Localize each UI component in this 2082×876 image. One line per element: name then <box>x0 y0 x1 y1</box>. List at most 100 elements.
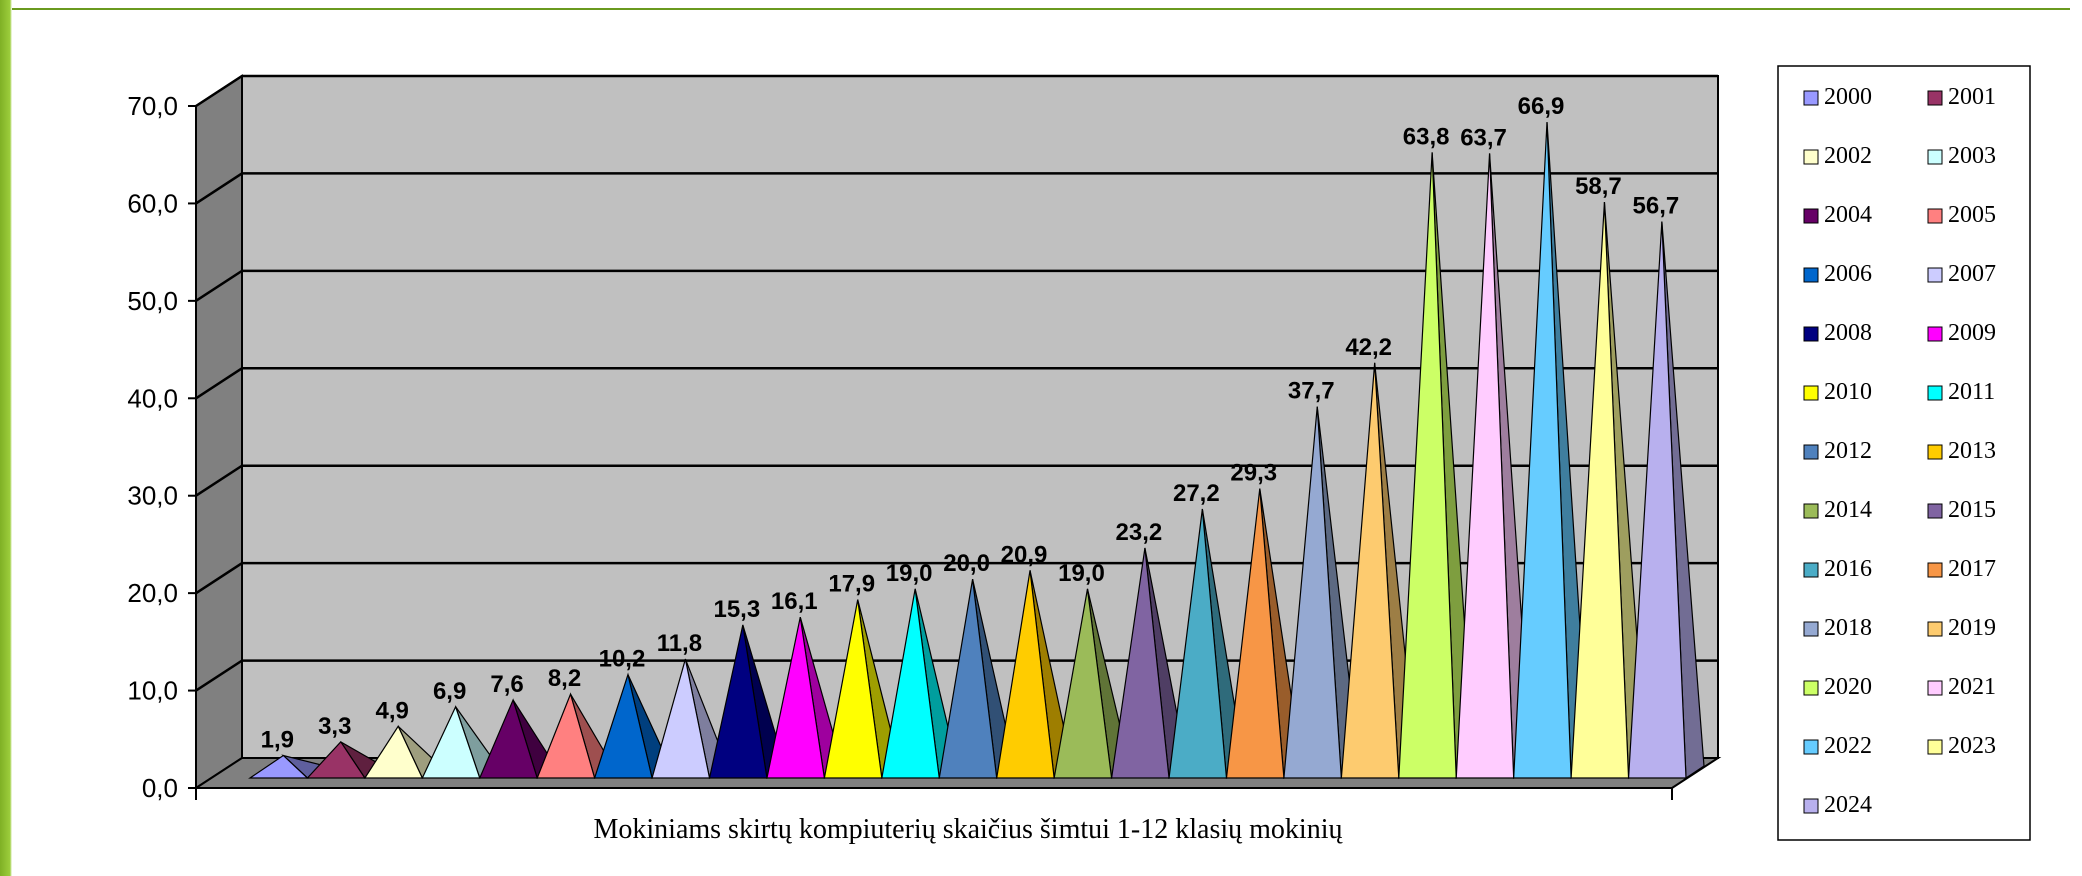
legend-swatch <box>1927 208 1943 224</box>
legend-swatch <box>1927 562 1943 578</box>
legend-swatch <box>1803 680 1819 696</box>
legend-swatch <box>1927 503 1943 519</box>
legend-swatch <box>1927 149 1943 165</box>
pyramid-front-face <box>1053 588 1113 779</box>
legend-label: 2023 <box>1948 733 1996 759</box>
legend-label: 2001 <box>1948 84 1996 110</box>
legend-label: 2009 <box>1948 320 1996 346</box>
legend-label: 2022 <box>1824 733 1872 759</box>
pyramid-front-face <box>248 754 309 779</box>
pyramid-front-face <box>1455 153 1515 779</box>
data-label-2022: 66,9 <box>1518 93 1565 120</box>
legend-swatch <box>1803 798 1819 814</box>
pyramid-front-face <box>938 579 998 779</box>
legend-label: 2011 <box>1948 379 1995 405</box>
pyramid-chart: 0,0 10,0 20,0 30,0 40,0 50,0 60,0 70,0 1,9 3,3 4,… <box>127 65 2031 845</box>
legend-item-2002: 2002 <box>1803 143 1872 169</box>
pyramid-front-face <box>996 570 1055 779</box>
pyramid-front-face <box>363 725 424 779</box>
data-label-2004: 7,6 <box>490 671 523 698</box>
gridline <box>195 561 1718 595</box>
legend-swatch <box>1927 385 1943 401</box>
legend-item-2008: 2008 <box>1803 320 1872 346</box>
pyramid-front-face <box>478 698 539 779</box>
legend-item-2009: 2009 <box>1927 320 1996 346</box>
legend-label: 2019 <box>1948 615 1996 641</box>
legend-label: 2008 <box>1824 320 1872 346</box>
legend-label: 2012 <box>1824 438 1872 464</box>
legend-item-2015: 2015 <box>1927 497 1996 523</box>
legend-swatch <box>1803 444 1819 460</box>
data-label-2003: 6,9 <box>433 678 466 705</box>
pyramid-series <box>248 122 1705 780</box>
legend-item-2023: 2023 <box>1927 733 1996 759</box>
data-label-2010: 17,9 <box>828 571 875 598</box>
legend-item-2005: 2005 <box>1927 202 1996 228</box>
gridlines <box>195 74 1718 692</box>
legend-item-2020: 2020 <box>1803 674 1872 700</box>
pyramid-front-face <box>708 624 768 779</box>
pyramid-front-face <box>593 672 653 779</box>
legend-item-2016: 2016 <box>1803 556 1872 582</box>
legend-label: 2005 <box>1948 202 1996 228</box>
data-label-2024: 56,7 <box>1633 193 1680 220</box>
legend-box <box>1777 65 2031 841</box>
legend-label: 2010 <box>1824 379 1872 405</box>
legend-item-2012: 2012 <box>1803 438 1872 464</box>
pyramid-front-face <box>306 740 367 779</box>
legend-label: 2013 <box>1948 438 1996 464</box>
pyramid-front-face <box>1340 362 1400 779</box>
legend-swatch <box>1927 326 1943 342</box>
legend-label: 2002 <box>1824 143 1872 169</box>
legend-item-2024: 2024 <box>1803 792 1872 818</box>
data-label-2018: 37,7 <box>1288 378 1335 405</box>
legend-item-2014: 2014 <box>1803 497 1872 523</box>
legend-item-2004: 2004 <box>1803 202 1872 228</box>
data-label-2007: 11,8 <box>657 630 702 657</box>
pyramid-front-face <box>823 599 883 779</box>
data-label-2021: 63,7 <box>1460 124 1507 151</box>
y-tick-label: 20,0 <box>127 578 178 608</box>
legend-item-2013: 2013 <box>1927 438 1996 464</box>
pyramid-front-face <box>1168 508 1228 779</box>
legend-label: 2015 <box>1948 497 1996 523</box>
pyramid-front-face <box>881 588 940 779</box>
chart-frame: 0,0 10,0 20,0 30,0 40,0 50,0 60,0 70,0 1,9 3,3 4,… <box>12 8 2070 870</box>
legend-item-2003: 2003 <box>1927 143 1996 169</box>
gridline <box>195 74 1718 108</box>
legend-item-2001: 2001 <box>1927 84 1996 110</box>
legend-swatch <box>1803 90 1819 106</box>
data-label-2008: 15,3 <box>713 596 760 623</box>
data-label-2001: 3,3 <box>318 713 351 740</box>
y-tick-label: 60,0 <box>127 188 178 218</box>
gridline <box>195 367 1718 400</box>
legend-label: 2007 <box>1948 261 1996 287</box>
legend-item-2007: 2007 <box>1927 261 1996 287</box>
y-tick-label: 40,0 <box>127 383 178 413</box>
pyramid-front-face <box>1225 488 1285 779</box>
y-tick-label: 10,0 <box>127 676 178 706</box>
y-axis-ticks: 0,0 10,0 20,0 30,0 40,0 50,0 60,0 70,0 <box>127 91 1673 803</box>
legend-label: 2000 <box>1824 84 1872 110</box>
pyramid-2022 <box>1513 122 1590 780</box>
data-label-2000: 1,9 <box>261 726 294 753</box>
legend-label: 2018 <box>1824 615 1872 641</box>
legend-label: 2017 <box>1948 556 1996 582</box>
legend-item-2000: 2000 <box>1803 84 1872 110</box>
legend-swatch <box>1803 208 1819 224</box>
data-label-2006: 10,2 <box>599 646 646 673</box>
y-tick-label: 0,0 <box>142 773 178 803</box>
legend-item-2006: 2006 <box>1803 261 1872 287</box>
y-tick-label: 50,0 <box>127 286 178 316</box>
pyramid-front-face <box>1398 152 1457 779</box>
legend-swatch <box>1927 621 1943 637</box>
legend: 2000 2001 2002 2003 2004 2005 2006 2007 2008 2009… <box>1777 65 2031 841</box>
data-label-2017: 29,3 <box>1230 460 1277 487</box>
pyramid-front-face <box>766 617 826 779</box>
data-labels: 1,9 3,3 4,9 6,9 7,6 8,2 10,2 11,8 15,3 16,1 17,9 19… <box>261 93 1680 753</box>
data-label-2016: 27,2 <box>1173 480 1220 507</box>
pyramid-front-face <box>651 658 711 779</box>
legend-item-2018: 2018 <box>1803 615 1872 641</box>
legend-swatch <box>1803 267 1819 283</box>
legend-item-2011: 2011 <box>1927 379 1995 405</box>
